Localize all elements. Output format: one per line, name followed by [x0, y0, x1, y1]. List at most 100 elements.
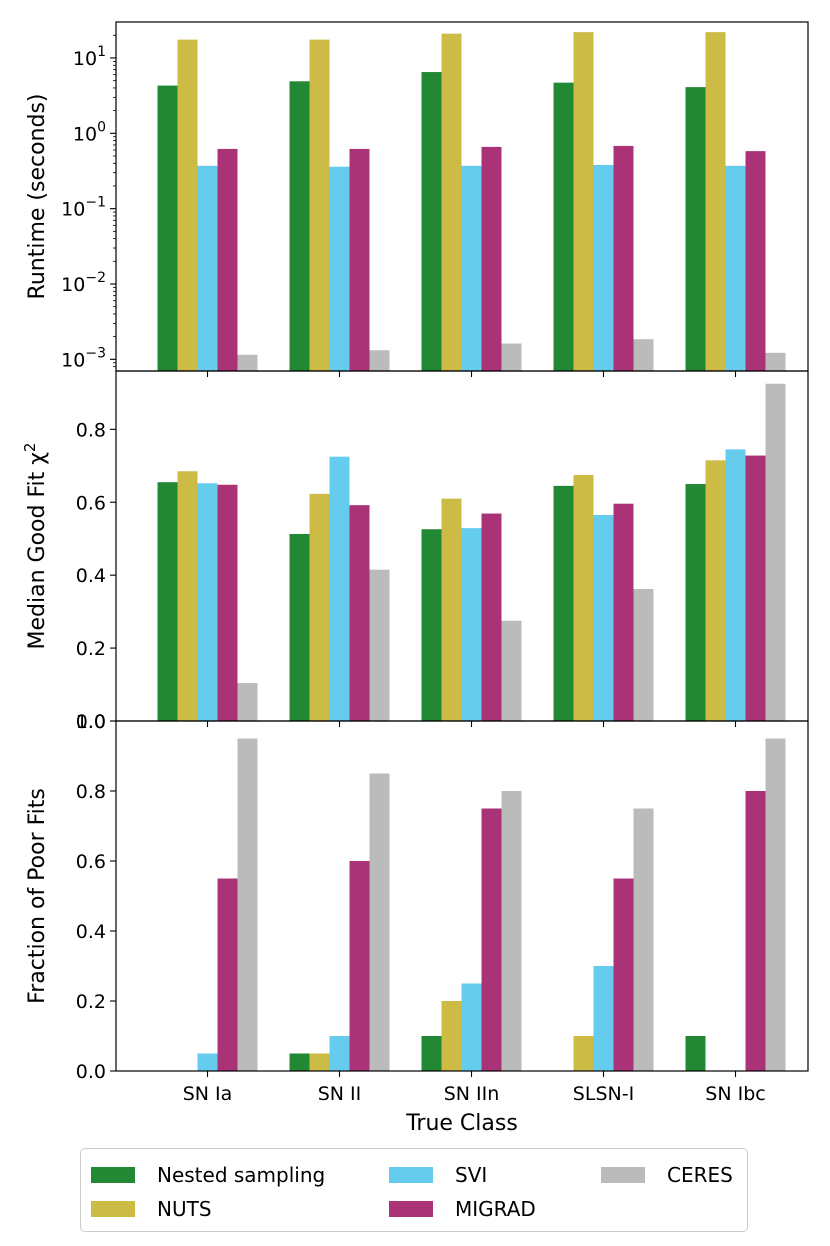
bar: [329, 456, 350, 721]
axes-frame: [115, 720, 809, 1072]
bar: [197, 165, 218, 371]
y-tick-label: 0.0: [76, 1061, 106, 1083]
panel-median-chi2: 0.0 0.2 0.4 0.6 0.8 Median Good Fit χ2: [21, 370, 809, 733]
y-axis-label: Runtime (seconds): [25, 94, 50, 300]
legend-swatch: [389, 1167, 433, 1183]
bar: [593, 515, 614, 721]
bar: [289, 1053, 310, 1071]
bar: [745, 455, 766, 721]
bar: [593, 966, 614, 1071]
bar: [705, 32, 726, 372]
figure: 10−3 10−2 10−1 100 101 Runtime (seconds) 0.0 0.…: [21, 21, 809, 1136]
bar: [481, 146, 502, 371]
legend-swatch: [91, 1201, 135, 1217]
bar: [369, 350, 390, 371]
legend-label: NUTS: [157, 1197, 212, 1221]
y-tick-label: 10−3: [61, 345, 106, 371]
bar: [329, 1036, 350, 1071]
legend-item-nuts: NUTS: [91, 1197, 212, 1221]
bar: [765, 738, 786, 1071]
bar: [441, 33, 462, 372]
y-tick-label: 0.8: [76, 419, 106, 441]
y-tick-label: 0.2: [76, 991, 106, 1013]
legend: Nested sampling NUTS SVI MIGRAD CERES: [80, 1148, 748, 1232]
legend-item-svi: SVI: [389, 1163, 487, 1187]
bar: [745, 791, 766, 1071]
x-tick-label: SLSN-I: [573, 1083, 634, 1105]
panel-runtime: 10−3 10−2 10−1 100 101 Runtime (seconds): [25, 21, 809, 377]
bar: [349, 148, 370, 371]
panel-poor-fits: 0.0 0.2 0.4 0.6 0.8 1.0 Fraction of Poor Fits S…: [25, 711, 809, 1136]
bar: [633, 808, 654, 1071]
bar: [685, 484, 706, 721]
y-tick-label: 0.4: [76, 565, 106, 587]
bar: [685, 87, 706, 372]
bar: [289, 81, 310, 371]
bar: [237, 354, 258, 371]
bar: [501, 791, 522, 1071]
y-tick-label: 10−2: [61, 270, 106, 296]
bar: [685, 1036, 706, 1071]
bar: [765, 383, 786, 721]
bar: [197, 483, 218, 721]
bar: [461, 528, 482, 721]
legend-swatch: [389, 1201, 433, 1217]
y-tick-label: 0.6: [76, 492, 106, 514]
bar: [481, 513, 502, 721]
bar: [573, 1036, 594, 1071]
legend-swatch: [601, 1167, 645, 1183]
bar: [441, 1001, 462, 1071]
bar: [633, 339, 654, 371]
bar: [573, 474, 594, 721]
y-tick-label: 100: [73, 119, 106, 145]
bar: [217, 148, 238, 371]
bar: [309, 1053, 330, 1071]
bar: [421, 1036, 442, 1071]
legend-label: MIGRAD: [455, 1197, 536, 1221]
bar: [349, 861, 370, 1071]
bar: [613, 878, 634, 1071]
bar: [593, 164, 614, 371]
bar: [329, 166, 350, 371]
bar: [157, 85, 178, 371]
bar: [725, 165, 746, 371]
bar: [501, 343, 522, 371]
x-tick-label: SN Ibc: [705, 1083, 765, 1105]
y-tick-label: 0.6: [76, 851, 106, 873]
bar: [613, 503, 634, 721]
bar: [441, 498, 462, 721]
bar: [309, 493, 330, 721]
bar: [369, 569, 390, 721]
x-tick-label: SN IIn: [444, 1083, 500, 1105]
bar: [461, 165, 482, 371]
legend-label: SVI: [455, 1163, 488, 1187]
bar: [553, 485, 574, 721]
bar: [157, 482, 178, 721]
y-tick-label: 0.8: [76, 781, 106, 803]
bar: [573, 32, 594, 372]
bar: [217, 484, 238, 721]
bar: [309, 39, 330, 371]
bar: [349, 505, 370, 721]
bar: [745, 151, 766, 371]
legend-item-migrad: MIGRAD: [389, 1197, 536, 1221]
bar: [197, 1053, 218, 1071]
bar: [369, 773, 390, 1071]
bar: [237, 738, 258, 1071]
legend-label: Nested sampling: [157, 1163, 326, 1187]
legend-item-nested-sampling: Nested sampling: [91, 1163, 325, 1187]
bar: [177, 39, 198, 371]
bar: [481, 808, 502, 1071]
bar: [725, 449, 746, 721]
x-tick-label: SN Ia: [183, 1083, 233, 1105]
bar: [421, 72, 442, 372]
y-tick-label: 10−1: [61, 195, 106, 221]
y-tick-label: 0.2: [76, 638, 106, 660]
y-tick-label: 101: [73, 44, 106, 70]
y-tick-label: 0.4: [76, 921, 106, 943]
y-axis-label: Fraction of Poor Fits: [25, 788, 50, 1004]
legend-swatch: [91, 1167, 135, 1183]
x-tick-label: SN II: [318, 1083, 362, 1105]
bar: [421, 529, 442, 721]
bar: [553, 82, 574, 371]
